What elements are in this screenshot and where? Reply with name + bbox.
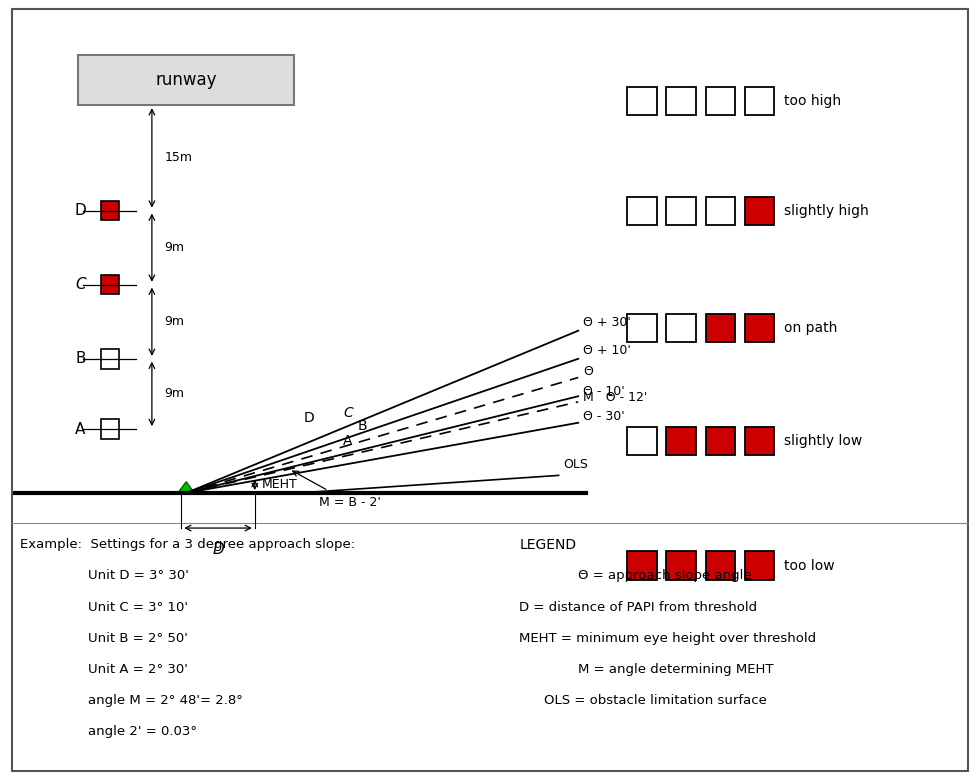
Text: B: B [358,419,368,433]
Text: 15m: 15m [165,151,193,165]
Bar [666,427,696,455]
Bar [745,87,774,115]
Text: D: D [304,410,314,424]
Text: MEHT = minimum eye height over threshold: MEHT = minimum eye height over threshold [519,632,816,645]
Text: D = distance of PAPI from threshold: D = distance of PAPI from threshold [519,601,758,614]
Bar [666,314,696,342]
Text: Unit D = 3° 30': Unit D = 3° 30' [88,569,189,583]
Text: Unit C = 3° 10': Unit C = 3° 10' [88,601,188,614]
Bar [666,87,696,115]
Bar [745,197,774,225]
Text: A: A [75,421,85,437]
Text: angle 2' = 0.03°: angle 2' = 0.03° [88,725,197,739]
Bar [706,314,735,342]
Text: 9m: 9m [165,315,184,328]
Text: OLS = obstacle limitation surface: OLS = obstacle limitation surface [544,694,766,707]
Text: 9m: 9m [165,388,184,400]
Bar [745,314,774,342]
Text: slightly high: slightly high [784,204,868,218]
Text: M = B - 2': M = B - 2' [318,496,380,509]
Text: LEGEND: LEGEND [519,538,576,552]
Text: Unit B = 2° 50': Unit B = 2° 50' [88,632,188,645]
Text: Θ - 30': Θ - 30' [583,410,625,423]
Bar [745,427,774,455]
Text: too high: too high [784,94,841,108]
Bar [706,551,735,580]
Text: B: B [75,351,85,367]
Text: slightly low: slightly low [784,434,862,448]
Text: D: D [74,203,86,218]
Bar [666,551,696,580]
Text: Θ - 10': Θ - 10' [583,385,625,398]
Bar [706,197,735,225]
Text: angle M = 2° 48'= 2.8°: angle M = 2° 48'= 2.8° [88,694,243,707]
Bar [706,87,735,115]
Text: 9m: 9m [165,241,184,254]
Bar [706,427,735,455]
Text: D: D [213,542,223,557]
Text: Unit A = 2° 30': Unit A = 2° 30' [88,663,188,676]
Bar [101,275,119,294]
Text: Example:  Settings for a 3 degree approach slope:: Example: Settings for a 3 degree approac… [20,538,355,551]
Text: Θ = approach slope angle: Θ = approach slope angle [578,569,752,583]
Bar [627,197,657,225]
Text: MEHT: MEHT [262,478,297,491]
Bar [627,314,657,342]
Text: too low: too low [784,558,835,573]
Bar [627,551,657,580]
Bar [78,55,294,105]
Bar [666,197,696,225]
Text: Θ + 10': Θ + 10' [583,345,631,357]
Text: C: C [343,406,353,420]
Text: A: A [343,434,353,448]
Bar [627,87,657,115]
Polygon shape [178,482,194,493]
Text: Θ + 30': Θ + 30' [583,317,631,329]
Text: runway: runway [156,71,217,89]
Bar [745,551,774,580]
Text: OLS: OLS [564,459,588,471]
Bar [101,420,119,438]
Bar [101,349,119,368]
Bar [627,427,657,455]
Text: M = angle determining MEHT: M = angle determining MEHT [578,663,773,676]
Text: M   Θ - 12': M Θ - 12' [583,392,648,405]
Text: Θ: Θ [583,365,593,378]
Text: on path: on path [784,321,837,335]
Text: C: C [75,277,85,292]
Bar [101,201,119,221]
